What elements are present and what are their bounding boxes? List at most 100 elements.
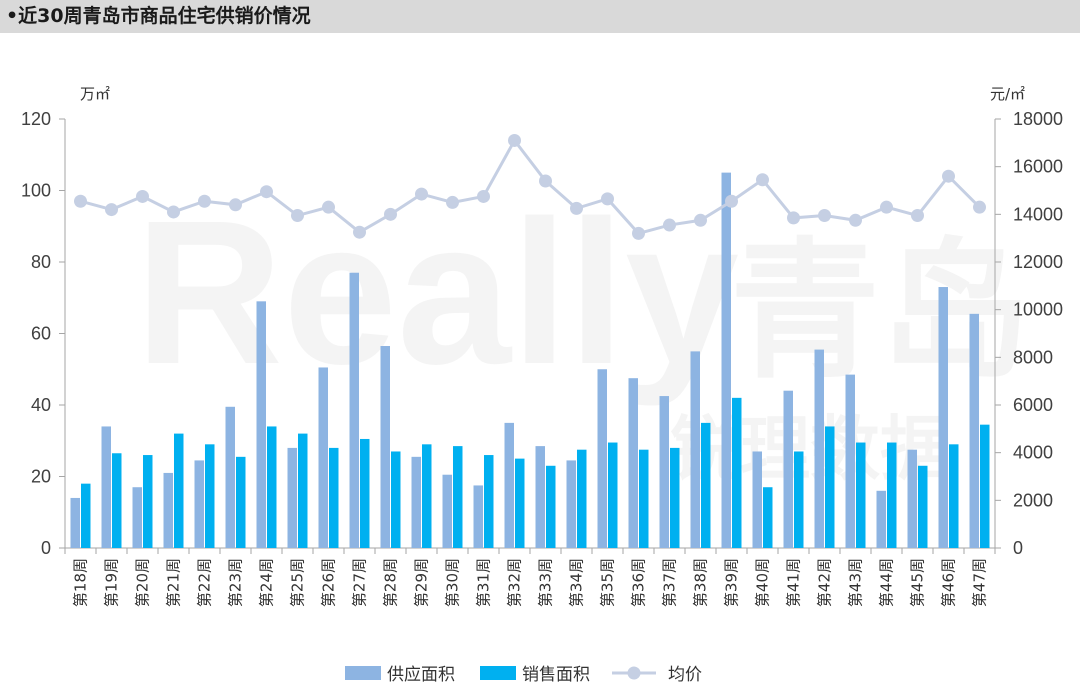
price-point (136, 189, 149, 203)
price-point (570, 201, 583, 215)
price-point (756, 173, 769, 187)
bars (70, 172, 990, 548)
legend-swatch (480, 666, 516, 680)
bar-sales (298, 433, 308, 548)
bar-supply (504, 422, 514, 548)
watermark-text-2: 青岛 (730, 227, 1030, 395)
x-tick-label: 第21周 (165, 558, 183, 607)
bar-sales (825, 426, 835, 548)
bar-supply (783, 390, 793, 548)
x-tick-label: 第43周 (847, 558, 865, 607)
price-point (384, 207, 397, 221)
price-point (74, 194, 87, 208)
x-tick-label: 第32周 (506, 558, 524, 607)
x-tick-label: 第37周 (661, 558, 679, 607)
bar-sales (515, 458, 525, 548)
bar-supply (876, 490, 886, 548)
y-right-tick-label: 8000 (1013, 347, 1053, 367)
y-right-tick-label: 14000 (1013, 204, 1063, 224)
bar-supply (752, 451, 762, 548)
price-point (601, 192, 614, 206)
watermark-text-3: 锐理数据 (670, 410, 950, 488)
x-tick-label: 第47周 (971, 558, 989, 607)
watermark: Really 青岛 锐理数据 (135, 178, 1030, 488)
legend-label: 销售面积 (522, 665, 590, 685)
x-tick-label: 第40周 (754, 558, 772, 607)
bar-sales (546, 465, 556, 548)
bar-sales (484, 455, 494, 548)
price-point (198, 194, 211, 208)
bar-supply (969, 313, 979, 548)
x-tick-label: 第30周 (444, 558, 462, 607)
bar-supply (628, 378, 638, 548)
price-point (508, 133, 521, 147)
price-point (787, 211, 800, 225)
bar-supply (566, 460, 576, 548)
price-point (477, 189, 490, 203)
price-point (632, 226, 645, 240)
x-tick-label: 第44周 (878, 558, 896, 607)
x-tick-label: 第42周 (816, 558, 834, 607)
legend-label: 均价 (668, 665, 702, 685)
x-tick-label: 第25周 (289, 558, 307, 607)
price-point (446, 195, 459, 209)
bar-supply (318, 367, 328, 548)
x-tick-label: 第18周 (72, 558, 90, 607)
y-right-tick-label: 16000 (1013, 157, 1063, 177)
bar-supply (938, 287, 948, 548)
bar-sales (236, 456, 246, 548)
y-right-tick-label: 4000 (1013, 443, 1053, 463)
x-tick-label: 第39周 (723, 558, 741, 607)
bar-supply (287, 447, 297, 548)
bar-sales (856, 442, 866, 548)
bar-sales (174, 433, 184, 548)
x-tick-label: 第19周 (103, 558, 121, 607)
price-point (880, 200, 893, 214)
price-point (725, 194, 738, 208)
bar-supply (442, 474, 452, 548)
y-left-tick-label: 100 (21, 181, 51, 201)
x-tick-label: 第36周 (630, 558, 648, 607)
legend-label: 供应面积 (387, 665, 455, 685)
bar-sales (267, 426, 277, 548)
x-tick-label: 第45周 (909, 558, 927, 607)
x-tick-label: 第20周 (134, 558, 152, 607)
chart-title: •近30周青岛市商品住宅供销价情况 (6, 5, 311, 27)
x-tick-label: 第23周 (227, 558, 245, 607)
bar-supply (721, 172, 731, 548)
bar-supply (225, 406, 235, 548)
y-left-tick-label: 120 (21, 109, 51, 129)
legend-swatch-marker (627, 666, 641, 680)
price-point (539, 174, 552, 188)
y-left-tick-label: 40 (31, 395, 51, 415)
bar-supply (132, 487, 142, 548)
price-point (105, 203, 118, 217)
bar-supply (659, 396, 669, 548)
legend-swatch (345, 666, 381, 680)
price-point (167, 205, 180, 219)
price-point (663, 218, 676, 232)
y-left-tick-label: 80 (31, 252, 51, 272)
x-tick-label: 第38周 (692, 558, 710, 607)
bar-sales (794, 451, 804, 548)
bar-supply (814, 349, 824, 548)
bar-sales (980, 424, 990, 548)
bar-sales (422, 444, 432, 548)
x-tick-label: 第26周 (320, 558, 338, 607)
y-right-tick-label: 6000 (1013, 395, 1053, 415)
price-point (291, 209, 304, 223)
y-right-tick-label: 2000 (1013, 490, 1053, 510)
bar-supply (70, 497, 80, 548)
bar-supply (163, 472, 173, 548)
x-tick-label: 第41周 (785, 558, 803, 607)
y-left-tick-label: 0 (41, 538, 51, 558)
bar-sales (949, 444, 959, 548)
bar-sales (577, 449, 587, 548)
bar-sales (81, 483, 91, 548)
x-axis-labels: 第18周 第19周 第20周 第21周 第22周 第23周 第24周 第25周 第26周 第27周… (72, 558, 989, 607)
axes: 0 20 40 60 80 100 120 0 2000 4000 6000 8000 10000 120… (21, 109, 1063, 558)
bar-sales (205, 444, 215, 548)
chart-title-banner: •近30周青岛市商品住宅供销价情况 (0, 0, 1080, 33)
bar-supply (256, 301, 266, 548)
price-point (260, 185, 273, 199)
